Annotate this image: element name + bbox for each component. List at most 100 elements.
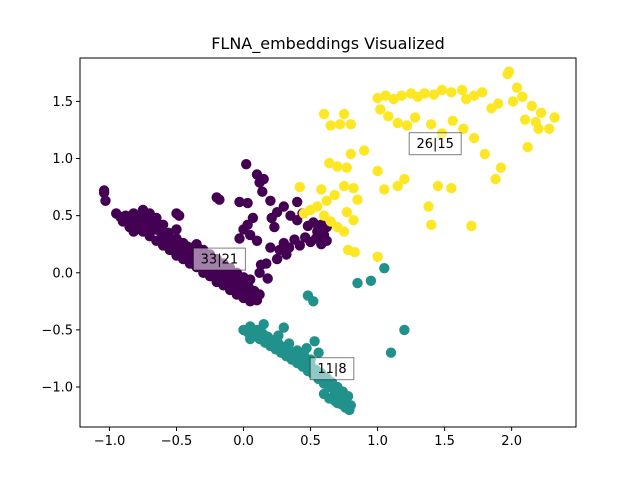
data-point-series-3 <box>502 68 513 80</box>
data-point-series-2 <box>283 338 295 349</box>
data-point-series-1 <box>262 273 273 284</box>
data-point-series-2 <box>332 397 343 409</box>
data-point-series-3 <box>383 111 394 122</box>
data-point-series-3 <box>372 251 383 262</box>
data-point-series-3 <box>432 180 444 192</box>
data-point-series-1 <box>271 253 283 265</box>
data-point-series-3 <box>549 112 560 123</box>
data-point-series-3 <box>456 84 468 96</box>
x-tick-label: 0.5 <box>300 434 321 449</box>
chart-title: FLNA_embeddings Visualized <box>211 34 445 54</box>
data-point-series-1 <box>98 187 110 198</box>
x-axis: −1.0 −0.5 0.0 0.5 1.0 1.5 2.0 <box>94 427 522 449</box>
data-point-series-3 <box>486 103 497 114</box>
data-point-series-1 <box>137 204 149 216</box>
data-point-series-3 <box>294 181 305 193</box>
data-point-series-1 <box>255 259 267 270</box>
data-point-series-3 <box>517 91 528 103</box>
y-tick-label: −0.5 <box>41 323 73 338</box>
data-point-series-1 <box>245 274 256 285</box>
data-point-series-3 <box>372 165 383 177</box>
data-point-series-3 <box>495 162 507 173</box>
data-point-series-3 <box>345 148 356 160</box>
data-point-series-1 <box>257 186 268 197</box>
data-point-series-2 <box>340 402 351 413</box>
data-point-series-1 <box>269 221 280 233</box>
data-point-series-3 <box>466 220 477 232</box>
data-point-series-3 <box>338 108 350 120</box>
cluster-annotation: 33|21 <box>192 247 246 271</box>
annotation-label: 26|15 <box>416 137 453 152</box>
cluster-annotation: 26|15 <box>408 132 462 156</box>
data-point-series-3 <box>349 247 360 258</box>
data-point-series-3 <box>507 96 519 107</box>
x-tick-label: −0.5 <box>161 434 193 449</box>
data-point-series-1 <box>300 232 311 243</box>
data-point-series-1 <box>278 201 289 212</box>
data-point-series-1 <box>241 159 252 170</box>
data-point-series-1 <box>258 173 269 185</box>
data-point-series-3 <box>352 194 363 205</box>
data-point-series-1 <box>234 196 245 208</box>
annotation-box <box>192 247 246 271</box>
data-point-series-1 <box>174 210 185 221</box>
data-point-series-3 <box>392 117 403 129</box>
data-point-series-3 <box>460 93 472 105</box>
data-point-series-3 <box>526 100 537 112</box>
data-point-series-3 <box>447 115 458 127</box>
data-point-series-1 <box>128 226 139 237</box>
annotation-label: 33|21 <box>201 253 238 268</box>
data-point-series-1 <box>214 194 225 205</box>
data-point-series-1 <box>292 196 303 208</box>
data-point-series-3 <box>316 184 327 195</box>
x-tick-label: 1.5 <box>434 434 455 449</box>
y-tick-label: −1.0 <box>41 381 73 396</box>
data-point-series-3 <box>426 119 437 130</box>
data-point-series-1 <box>265 195 276 206</box>
data-point-series-3 <box>446 183 457 194</box>
data-point-series-3 <box>468 90 480 101</box>
data-point-series-2 <box>258 319 269 330</box>
data-point-series-3 <box>522 141 533 153</box>
data-point-series-1 <box>157 219 169 230</box>
data-point-series-2 <box>318 388 330 400</box>
y-tick-label: 0.0 <box>52 266 73 281</box>
plot-frame <box>79 57 577 428</box>
data-point-series-1 <box>254 289 265 300</box>
y-tick-label: 0.5 <box>52 209 73 224</box>
data-point-series-3 <box>388 93 399 105</box>
data-point-series-2 <box>309 336 320 347</box>
data-point-series-3 <box>409 112 421 123</box>
data-point-series-3 <box>468 132 480 144</box>
data-point-series-1 <box>289 234 300 245</box>
data-point-series-3 <box>511 82 523 93</box>
data-point-series-2 <box>385 347 397 358</box>
cluster-annotation: 11|8 <box>309 357 355 381</box>
data-point-series-2 <box>379 263 390 274</box>
data-point-series-3 <box>372 92 383 104</box>
data-point-series-3 <box>426 219 437 230</box>
data-point-series-3 <box>375 104 386 115</box>
data-point-series-1 <box>164 233 175 244</box>
data-point-series-3 <box>341 207 352 218</box>
data-point-series-1 <box>251 235 263 246</box>
data-point-series-2 <box>308 296 319 307</box>
data-point-series-3 <box>446 87 457 98</box>
y-tick-label: 1.5 <box>52 95 73 110</box>
data-point-series-3 <box>338 226 350 237</box>
data-point-series-3 <box>348 183 359 194</box>
data-point-series-3 <box>477 87 488 98</box>
data-point-series-1 <box>242 219 253 230</box>
data-point-series-2 <box>273 330 284 341</box>
data-point-series-2 <box>399 324 410 336</box>
data-point-series-3 <box>298 208 310 219</box>
data-point-series-3 <box>334 119 346 130</box>
data-point-series-1 <box>171 224 182 235</box>
y-axis: −1.0 −0.5 0.0 0.5 1.0 1.5 <box>41 95 80 396</box>
data-point-series-3 <box>324 157 335 169</box>
data-point-series-3 <box>359 145 370 156</box>
data-point-series-3 <box>535 107 547 119</box>
data-point-series-3 <box>379 184 390 195</box>
data-point-series-2 <box>342 391 354 402</box>
